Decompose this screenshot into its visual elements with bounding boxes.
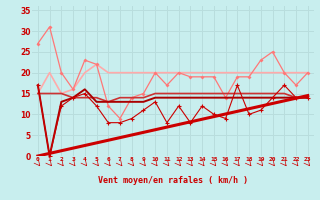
X-axis label: Vent moyen/en rafales ( km/h ): Vent moyen/en rafales ( km/h ): [98, 176, 248, 185]
